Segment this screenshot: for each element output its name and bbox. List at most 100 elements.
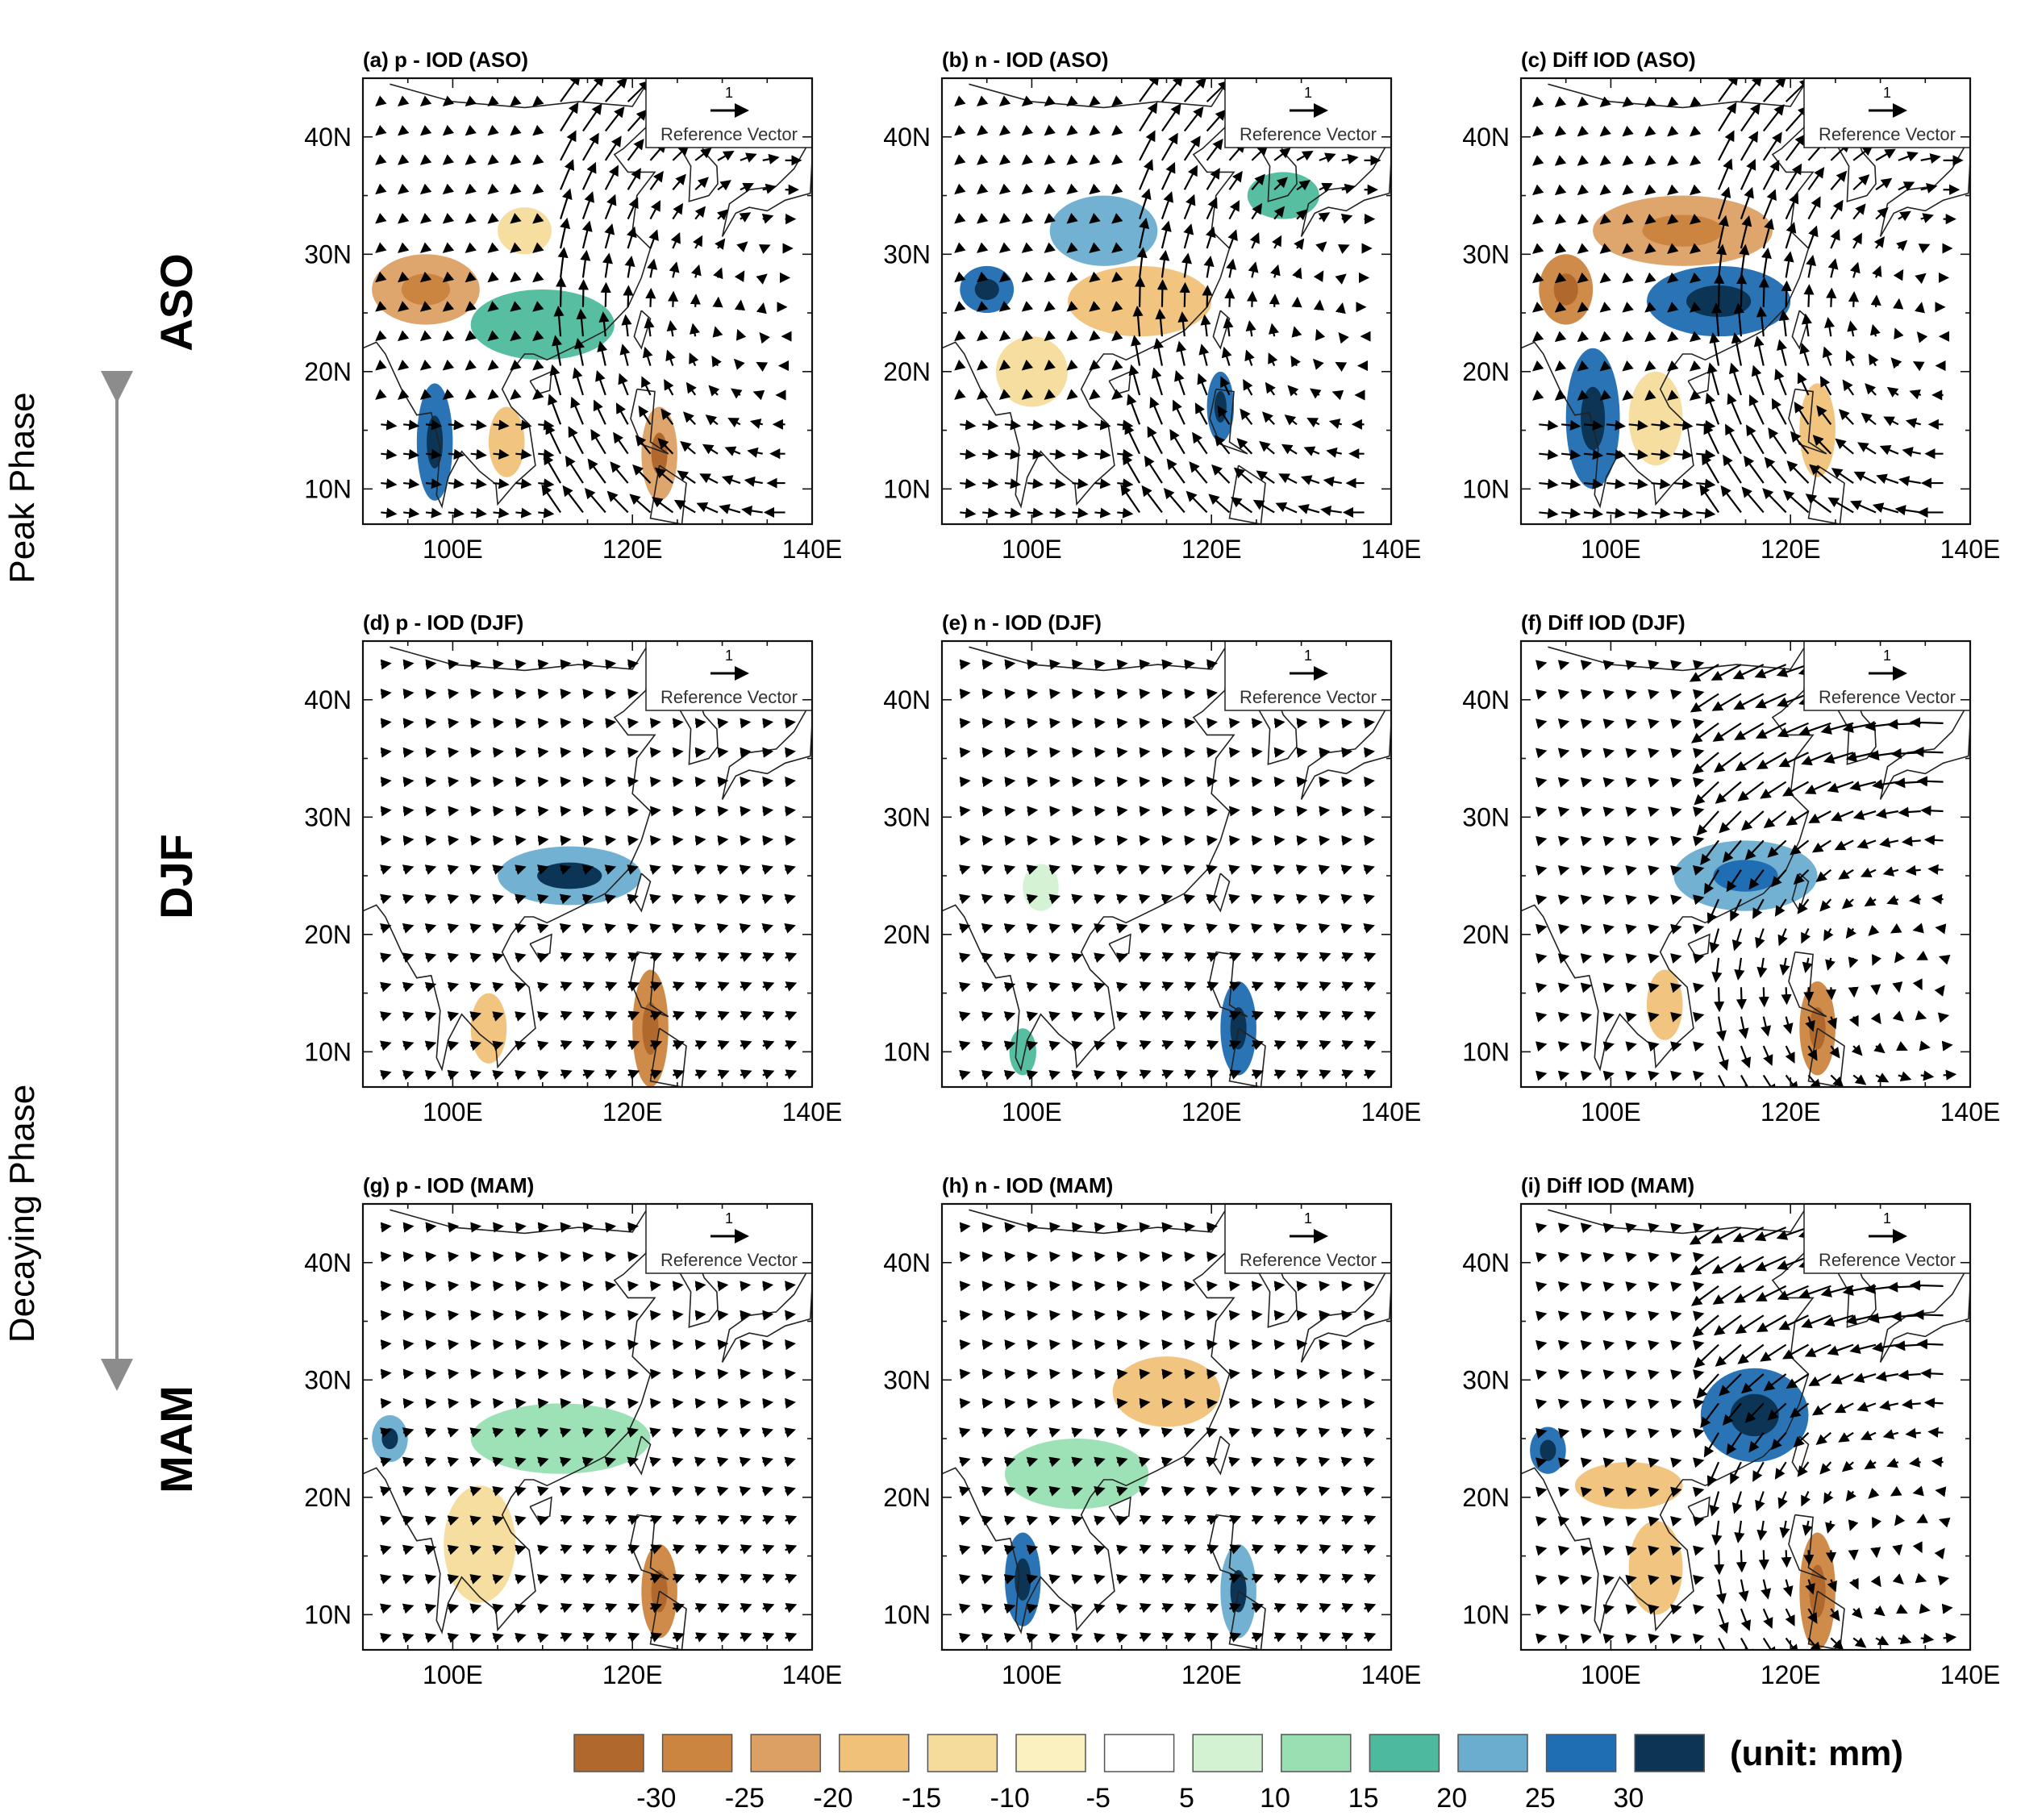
wind-vector	[1184, 1310, 1196, 1321]
wind-vector	[510, 271, 522, 283]
wind-vector	[442, 301, 455, 312]
wind-vector	[1287, 385, 1299, 397]
wind-vector	[448, 419, 465, 431]
wind-vector	[1268, 323, 1279, 337]
wind-vector	[669, 261, 680, 278]
wind-vector	[665, 349, 676, 366]
wind-vector	[1261, 411, 1275, 426]
wind-vector	[582, 1339, 594, 1351]
wind-vector	[1116, 1368, 1128, 1380]
wind-vector	[672, 144, 690, 161]
wind-vector	[593, 399, 606, 425]
wind-vector	[532, 271, 544, 283]
wind-vector	[1139, 1310, 1151, 1321]
precip-anomaly-core	[1713, 860, 1778, 892]
wind-vector	[487, 213, 499, 224]
wind-vector	[425, 835, 437, 846]
wind-vector	[402, 806, 415, 817]
coastline	[363, 78, 656, 509]
y-tick-label: 20N	[304, 1483, 352, 1512]
wind-vector	[740, 806, 752, 817]
colorbar-level-label: 10	[1260, 1783, 1290, 1814]
wind-vector	[442, 330, 455, 342]
wind-vector	[380, 718, 392, 729]
wind-vector	[762, 1397, 774, 1409]
wind-vector	[448, 1339, 460, 1351]
coastline	[942, 78, 1236, 509]
y-tick-label: 30N	[883, 802, 931, 831]
colorbar-level-label: -10	[990, 1783, 1030, 1814]
wind-vector	[615, 402, 629, 425]
wind-vector-field	[375, 78, 808, 519]
wind-vector	[1094, 806, 1106, 817]
wind-vector	[515, 507, 532, 519]
wind-vector	[560, 102, 579, 132]
wind-vector	[442, 95, 455, 107]
reference-vector-label: Reference Vector	[1240, 687, 1377, 707]
wind-vector	[711, 355, 722, 368]
wind-vector	[977, 183, 989, 195]
wind-vector	[1228, 1397, 1240, 1409]
colorbar-swatch	[1015, 1734, 1086, 1772]
wind-vector	[981, 806, 994, 817]
y-tick-label: 20N	[883, 920, 931, 949]
wind-vector	[1296, 209, 1308, 221]
x-tick-label: 100E	[1002, 1097, 1062, 1127]
wind-vector	[1071, 1397, 1083, 1409]
wind-vector	[537, 806, 549, 817]
wind-vector	[785, 1368, 796, 1380]
wind-vector	[1341, 153, 1359, 165]
wind-vector	[673, 499, 696, 514]
wind-vector	[627, 1339, 640, 1351]
wind-vector	[1089, 389, 1101, 400]
wind-vector	[532, 301, 544, 312]
wind-vector	[1111, 242, 1123, 253]
wind-vector	[1027, 478, 1044, 489]
wind-vector	[740, 1310, 752, 1321]
wind-vector	[954, 242, 966, 253]
wind-vector	[442, 154, 455, 165]
precip-anomaly-area	[1023, 864, 1059, 911]
wind-vector	[510, 154, 522, 165]
colorbar-swatch	[1281, 1734, 1352, 1772]
wind-vector	[1300, 475, 1320, 485]
wind-vector	[756, 361, 769, 373]
panel-title: (c) Diff IOD (ASO)	[1521, 48, 1696, 72]
wind-vector	[959, 1368, 971, 1380]
wind-vector	[380, 806, 392, 817]
wind-vector	[604, 135, 622, 161]
y-tick-label: 40N	[1462, 685, 1510, 714]
wind-vector	[1153, 337, 1165, 366]
wind-vector	[785, 806, 796, 817]
wind-vector	[641, 376, 652, 396]
wind-vector	[375, 154, 387, 165]
wind-vector	[1155, 308, 1166, 337]
wind-vector	[627, 197, 639, 220]
wind-vector	[959, 835, 971, 846]
wind-vector	[425, 448, 443, 460]
colorbar-swatch	[661, 1734, 733, 1772]
wind-vector	[1004, 478, 1022, 489]
wind-vector	[574, 337, 585, 366]
wind-vector	[580, 249, 591, 278]
wind-vector	[1341, 806, 1353, 817]
wind-vector	[1319, 1368, 1331, 1380]
wind-vector	[762, 153, 780, 165]
wind-vector	[1161, 132, 1178, 161]
wind-vector	[1284, 414, 1298, 426]
x-tick-label: 120E	[1761, 1097, 1821, 1127]
wind-vector	[715, 238, 726, 250]
y-tick-label: 10N	[1462, 1037, 1510, 1066]
wind-vector	[381, 507, 398, 519]
wind-vector	[587, 458, 606, 484]
precip-anomaly-core	[401, 273, 451, 306]
wind-vector	[538, 448, 555, 460]
wind-vector	[375, 95, 387, 107]
wind-vector	[762, 835, 774, 846]
wind-vector	[425, 1339, 437, 1351]
wind-vector	[652, 497, 673, 514]
reference-vector-magnitude: 1	[725, 648, 733, 664]
wind-vector	[1071, 806, 1083, 817]
wind-vector	[982, 478, 999, 489]
wind-vector	[758, 244, 771, 254]
